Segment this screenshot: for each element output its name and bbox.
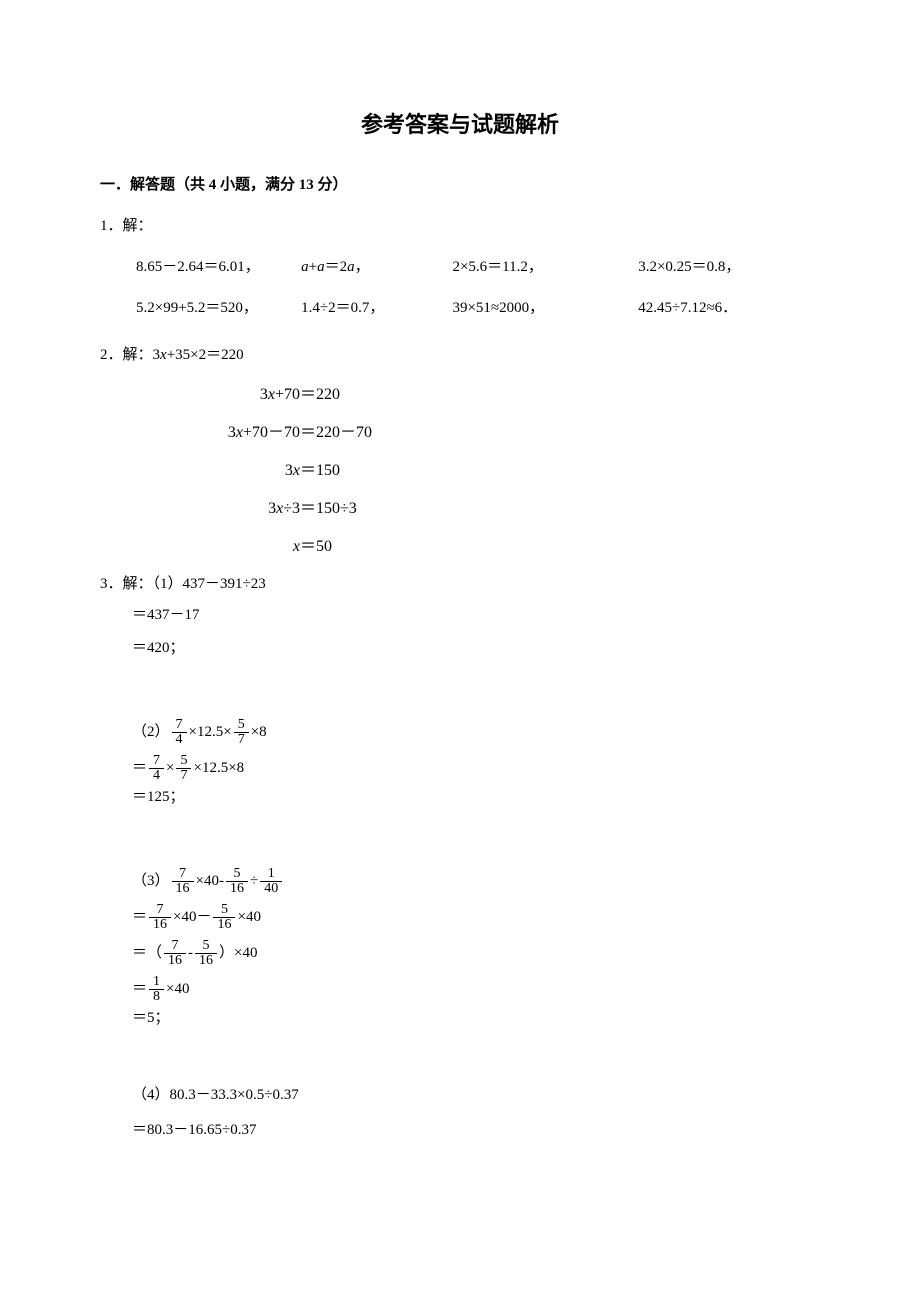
cell: a+a＝2a， bbox=[297, 247, 448, 288]
step: （4）80.3－33.3×0.5÷0.37 bbox=[132, 1085, 820, 1106]
q3-part3: （3） 716 ×40- 516 ÷ 140 ＝ 716 ×40－ 516 ×4… bbox=[100, 864, 820, 1029]
step: （2） 74 ×12.5× 57 ×8 bbox=[132, 715, 820, 751]
section-heading: 一．解答题（共 4 小题，满分 13 分） bbox=[100, 175, 820, 196]
page-title: 参考答案与试题解析 bbox=[100, 110, 820, 141]
q1-table: 8.65－2.64＝6.01， a+a＝2a， 2×5.6＝11.2， 3.2×… bbox=[100, 247, 820, 329]
step: ＝（ 716 - 516 ）×40 bbox=[132, 936, 820, 972]
step: ＝437－17 bbox=[132, 605, 820, 626]
step: ＝80.3－16.65÷0.37 bbox=[132, 1120, 820, 1141]
step: ＝125； bbox=[132, 787, 820, 808]
cell: 42.45÷7.12≈6． bbox=[634, 288, 820, 329]
cell: 2×5.6＝11.2， bbox=[448, 247, 634, 288]
table-row: 8.65－2.64＝6.01， a+a＝2a， 2×5.6＝11.2， 3.2×… bbox=[132, 247, 820, 288]
q3-part4: （4）80.3－33.3×0.5÷0.37 ＝80.3－16.65÷0.37 bbox=[100, 1085, 820, 1141]
q3-intro: 3．解：（1）437－391÷23 bbox=[100, 574, 820, 595]
cell: 1.4÷2＝0.7， bbox=[297, 288, 448, 329]
q1-intro: 1．解： bbox=[100, 216, 820, 237]
step: ＝420； bbox=[132, 638, 820, 659]
cell: 3.2×0.25＝0.8， bbox=[634, 247, 820, 288]
step: ＝ 716 ×40－ 516 ×40 bbox=[132, 900, 820, 936]
q3-part2: （2） 74 ×12.5× 57 ×8 ＝ 74 × 57 ×12.5×8 ＝1… bbox=[100, 715, 820, 808]
step: ＝ 18 ×40 bbox=[132, 972, 820, 1008]
q3-part1: ＝437－17 ＝420； bbox=[100, 605, 820, 659]
step: ＝ 74 × 57 ×12.5×8 bbox=[132, 751, 820, 787]
q2-intro: 2．解：3x+35×2＝220 bbox=[100, 345, 820, 366]
step: （3） 716 ×40- 516 ÷ 140 bbox=[132, 864, 820, 900]
step: ＝5； bbox=[132, 1008, 820, 1029]
cell: 39×51≈2000， bbox=[448, 288, 634, 329]
cell: 5.2×99+5.2＝520， bbox=[132, 288, 297, 329]
q2-steps: 3x+70＝220 3x+70－70＝220－70 3x＝150 3x÷3＝15… bbox=[100, 376, 820, 566]
page: 参考答案与试题解析 一．解答题（共 4 小题，满分 13 分） 1．解： 8.6… bbox=[0, 0, 920, 1233]
table-row: 5.2×99+5.2＝520， 1.4÷2＝0.7， 39×51≈2000， 4… bbox=[132, 288, 820, 329]
cell: 8.65－2.64＝6.01， bbox=[132, 247, 297, 288]
